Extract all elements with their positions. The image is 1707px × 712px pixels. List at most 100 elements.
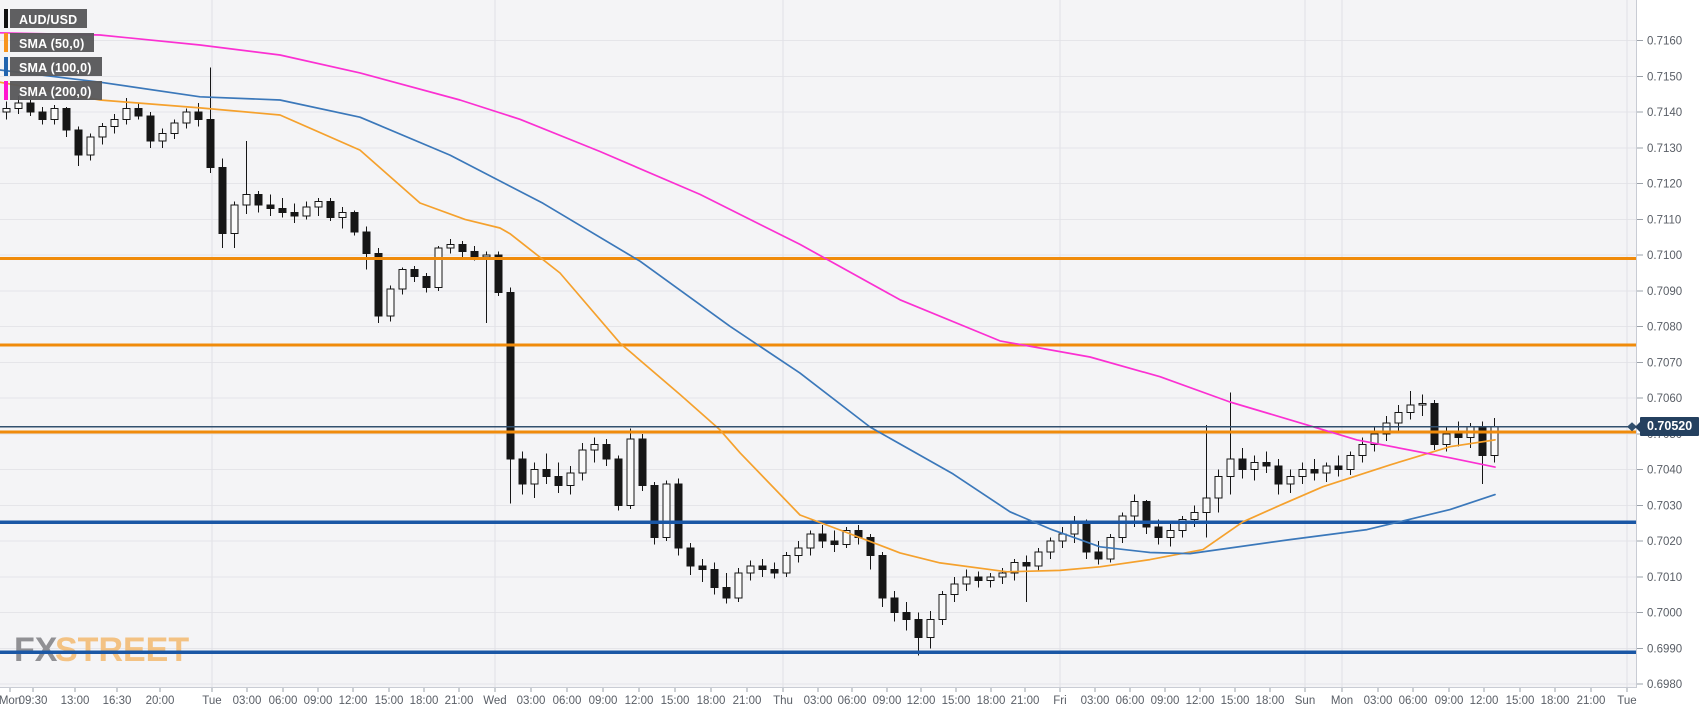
candle[interactable] — [698, 565, 707, 571]
candle[interactable] — [494, 254, 503, 294]
candle[interactable] — [782, 554, 791, 574]
candle[interactable] — [458, 243, 467, 253]
candle[interactable] — [350, 211, 359, 233]
candle[interactable] — [710, 569, 719, 589]
candle[interactable] — [1274, 465, 1283, 485]
candle[interactable] — [962, 576, 971, 585]
candle[interactable] — [290, 211, 299, 217]
candle[interactable] — [1238, 458, 1247, 471]
candle[interactable] — [914, 619, 923, 639]
candle[interactable] — [794, 547, 803, 556]
candle[interactable] — [938, 594, 947, 621]
candle[interactable] — [578, 449, 587, 474]
legend-item-sma200[interactable]: SMA (200,0) — [4, 81, 102, 100]
candle[interactable] — [566, 472, 575, 487]
candle[interactable] — [830, 540, 839, 546]
candle[interactable] — [1034, 551, 1043, 567]
candle[interactable] — [1382, 422, 1391, 435]
candle[interactable] — [1454, 433, 1463, 438]
legend-item-sma50[interactable]: SMA (50,0) — [4, 33, 95, 52]
candle[interactable] — [1346, 454, 1355, 471]
candle[interactable] — [1286, 476, 1295, 485]
candle[interactable] — [1046, 540, 1055, 553]
candle[interactable] — [902, 612, 911, 621]
candle[interactable] — [542, 469, 551, 478]
candle[interactable] — [1022, 562, 1031, 567]
candle[interactable] — [806, 533, 815, 549]
candle[interactable] — [1142, 501, 1151, 528]
candle[interactable] — [1394, 411, 1403, 424]
candle[interactable] — [1082, 522, 1091, 553]
candle[interactable] — [2, 108, 11, 113]
candle[interactable] — [650, 485, 659, 538]
candle[interactable] — [1334, 465, 1343, 471]
candle[interactable] — [626, 438, 635, 506]
candle[interactable] — [362, 231, 371, 254]
candle[interactable] — [86, 136, 95, 156]
candle[interactable] — [374, 252, 383, 317]
candle[interactable] — [1358, 444, 1367, 456]
candle[interactable] — [134, 108, 143, 117]
candle[interactable] — [674, 483, 683, 549]
candle[interactable] — [302, 206, 311, 217]
candle[interactable] — [14, 102, 23, 110]
candle[interactable] — [638, 438, 647, 487]
candle[interactable] — [1226, 458, 1235, 478]
candle[interactable] — [614, 458, 623, 506]
candle[interactable] — [386, 288, 395, 317]
candle[interactable] — [1118, 515, 1127, 538]
candle[interactable] — [254, 193, 263, 206]
candle[interactable] — [1154, 526, 1163, 538]
candle[interactable] — [890, 597, 899, 614]
candle[interactable] — [218, 167, 227, 235]
candle[interactable] — [38, 111, 47, 120]
candle[interactable] — [950, 583, 959, 596]
candle[interactable] — [1442, 433, 1451, 446]
candle[interactable] — [1418, 402, 1427, 406]
candle[interactable] — [518, 458, 527, 485]
candle[interactable] — [110, 118, 119, 127]
candle[interactable] — [1430, 402, 1439, 446]
candle[interactable] — [1070, 522, 1079, 535]
candle[interactable] — [1262, 461, 1271, 467]
candle[interactable] — [434, 247, 443, 288]
candle[interactable] — [1202, 497, 1211, 513]
candle[interactable] — [1406, 404, 1415, 413]
candle[interactable] — [746, 565, 755, 574]
candle[interactable] — [98, 125, 107, 138]
candle[interactable] — [842, 529, 851, 546]
candle[interactable] — [50, 108, 59, 120]
candle[interactable] — [146, 115, 155, 142]
candle[interactable] — [122, 108, 131, 120]
candle[interactable] — [662, 483, 671, 538]
candle[interactable] — [998, 572, 1007, 578]
candle[interactable] — [1190, 511, 1199, 521]
candle[interactable] — [590, 444, 599, 451]
candle[interactable] — [266, 204, 275, 210]
candle[interactable] — [1214, 476, 1223, 499]
candle[interactable] — [170, 122, 179, 135]
candle[interactable] — [770, 569, 779, 574]
candle[interactable] — [314, 201, 323, 208]
y-axis-strip[interactable] — [1637, 0, 1707, 712]
candle[interactable] — [734, 572, 743, 599]
candle[interactable] — [182, 111, 191, 124]
candle[interactable] — [470, 251, 479, 258]
candle[interactable] — [278, 208, 287, 213]
candle[interactable] — [1250, 461, 1259, 471]
candles-layer[interactable] — [2, 67, 1499, 656]
candle[interactable] — [74, 129, 83, 156]
candle[interactable] — [230, 204, 239, 235]
candle[interactable] — [1010, 562, 1019, 574]
candle[interactable] — [26, 102, 35, 113]
candle[interactable] — [530, 469, 539, 485]
candle[interactable] — [926, 619, 935, 639]
candle[interactable] — [158, 133, 167, 142]
candle[interactable] — [506, 292, 515, 460]
x-axis-strip[interactable] — [0, 688, 1707, 712]
candle[interactable] — [338, 211, 347, 219]
candle[interactable] — [866, 536, 875, 556]
candle[interactable] — [422, 276, 431, 288]
